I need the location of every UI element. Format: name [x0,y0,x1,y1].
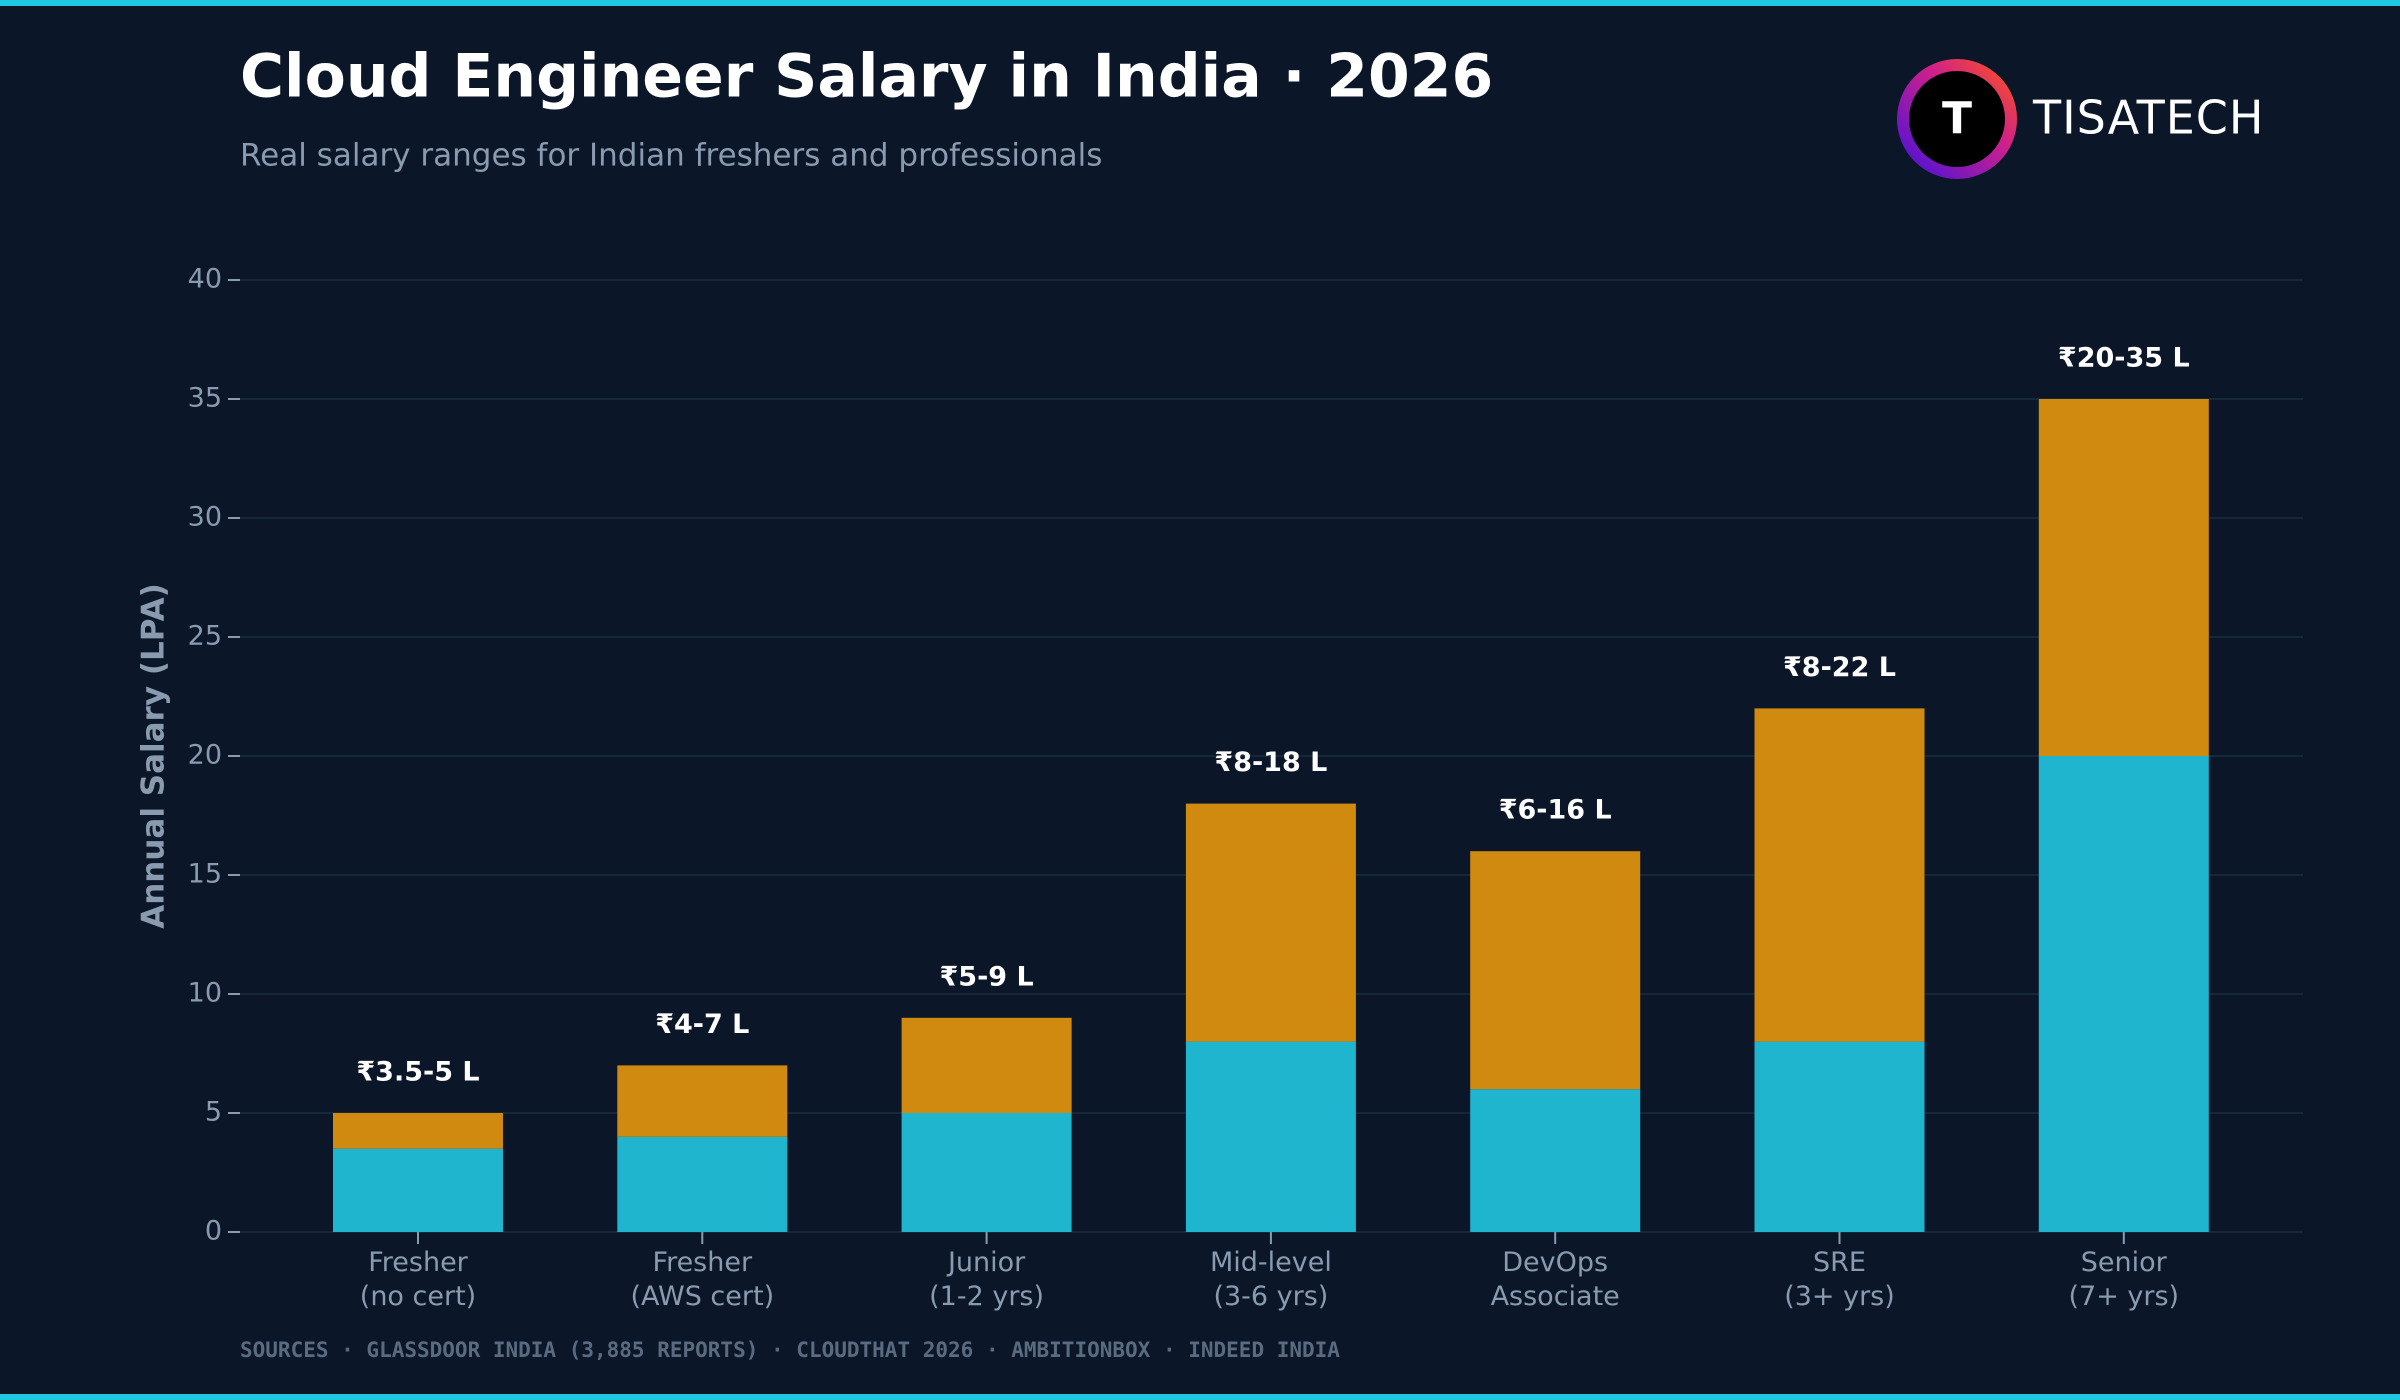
bar-segment [2038,756,2209,1232]
y-tick-label: 40 [188,264,222,295]
bar-segment [1754,1041,1925,1232]
y-tick-label: 15 [188,859,222,890]
logo-core [1909,71,2005,167]
y-tick-label: 5 [205,1097,222,1128]
x-tick-label: SRE (3+ yrs) [1784,1247,1895,1312]
x-tick-label: Fresher (no cert) [359,1247,477,1312]
x-tick-label: Junior (1-2 yrs) [929,1247,1045,1312]
bar-segment [617,1065,788,1137]
bar-segment [901,1113,1072,1232]
y-tick-label: 35 [188,383,222,414]
y-tick-label: 25 [188,621,222,652]
chart-title: Cloud Engineer Salary in India · 2026 [240,42,1493,112]
bar-segment [2038,399,2209,756]
chart-subtitle: Real salary ranges for Indian freshers a… [240,138,1102,174]
y-tick-label: 30 [188,502,222,533]
bar-segment [617,1136,788,1232]
y-axis-label: Annual Salary (LPA) [136,583,172,929]
x-tick-label: Mid-level (3-6 yrs) [1209,1247,1332,1312]
source-note: SOURCES · GLASSDOOR INDIA (3,885 REPORTS… [240,1338,1340,1362]
logo-letter: T [1942,93,1972,144]
bar-label: ₹5-9 L [940,961,1034,992]
bottom-stripe [0,1394,2400,1400]
bar-label: ₹8-22 L [1783,652,1896,683]
y-tick-label: 10 [188,978,222,1009]
bar-segment [333,1113,503,1149]
bar-segment [333,1148,503,1232]
y-tick-label: 0 [205,1216,222,1247]
bar-segment [901,1017,1072,1113]
x-tick-label: Fresher (AWS cert) [630,1247,775,1312]
x-tick-label: Senior (7+ yrs) [2068,1247,2180,1312]
bar-label: ₹8-18 L [1214,747,1327,778]
y-tick-label: 20 [188,740,222,771]
bar-label: ₹6-16 L [1499,795,1612,826]
brand-name: TISATECH [2032,91,2265,145]
bar-segment [1754,708,1925,1042]
top-stripe [0,0,2400,6]
bar-segment [1185,803,1356,1042]
x-tick-label: DevOps Associate [1490,1247,1620,1312]
bar-label: ₹3.5-5 L [356,1057,479,1088]
bar-label: ₹4-7 L [655,1009,749,1040]
bar-segment [1470,851,1641,1090]
bar-segment [1185,1041,1356,1232]
bar-segment [1470,1089,1641,1232]
bar-label: ₹20-35 L [2058,343,2190,374]
